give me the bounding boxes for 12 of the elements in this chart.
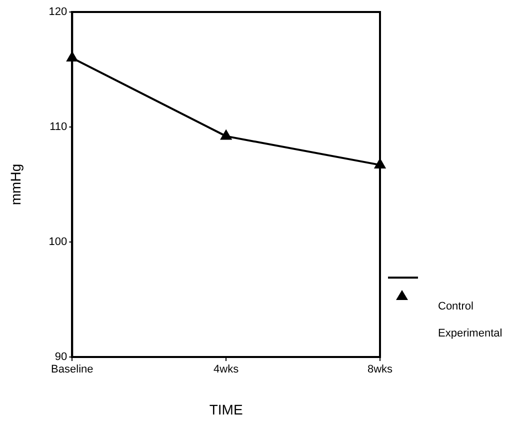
y-axis-title: mmHg xyxy=(7,164,24,206)
y-tick-label: 110 xyxy=(50,121,68,134)
x-tick-label: 4wks xyxy=(214,364,240,376)
point xyxy=(220,130,232,140)
x-tick-label: 8wks xyxy=(367,364,394,376)
y-tick-label: 120 xyxy=(48,6,68,18)
text: Control xyxy=(438,300,474,313)
y-tick-label: 100 xyxy=(48,236,68,248)
x-tick-label: Baseline xyxy=(51,364,94,376)
text: Experimental xyxy=(438,328,502,340)
y-tick-label: 90 xyxy=(54,351,68,364)
x-axis-title: TIME xyxy=(209,401,243,418)
